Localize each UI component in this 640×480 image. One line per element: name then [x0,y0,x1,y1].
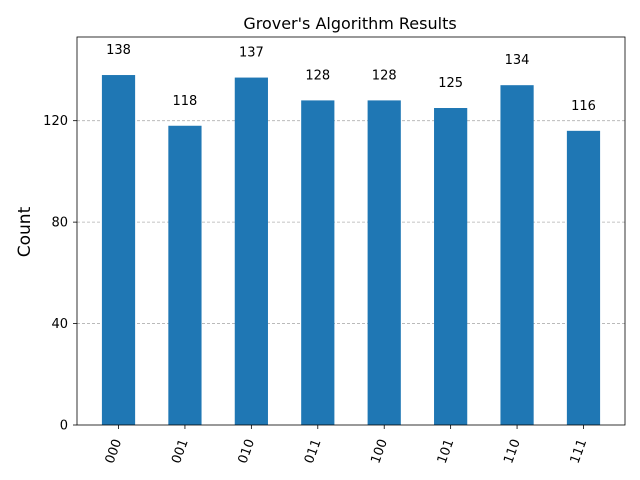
axes [73,36,626,429]
bar [434,108,468,426]
x-tick-label: 101 [435,437,458,465]
chart-title: Grover's Algorithm Results [243,14,456,33]
bar-value-label: 128 [305,68,330,83]
bar-value-label: 134 [505,53,530,68]
bar-value-label: 138 [106,43,131,58]
bar-value-label: 137 [239,46,264,61]
bar [367,100,401,426]
y-tick-label: 80 [51,216,68,231]
bar [168,125,202,425]
bar-value-label: 118 [173,94,198,109]
bar-value-labels: 138 118 137 128 128 125 134 116 [106,43,596,114]
x-tick-labels: 000 001 010 011 100 101 110 111 [103,437,591,465]
bar [301,100,335,426]
x-tick-label: 001 [169,437,192,465]
x-tick-label: 010 [236,437,259,465]
x-tick-label: 111 [568,437,591,465]
bar [101,75,136,425]
bar-value-label: 125 [438,76,463,91]
x-tick-label: 011 [302,437,325,465]
x-tick-label: 110 [501,437,524,465]
y-tick-label: 0 [60,419,68,434]
bar [566,130,601,425]
y-tick-label: 40 [51,317,68,332]
x-tick-label: 000 [103,437,126,465]
x-tick-label: 100 [368,437,391,465]
y-axis-label: Count [15,206,35,257]
grid-lines [77,120,625,324]
bar [234,77,268,425]
bar-value-label: 116 [571,99,596,114]
y-tick-label: 120 [43,114,68,129]
bar-value-label: 128 [372,68,397,83]
bars [101,75,601,426]
plot-frame [76,36,626,426]
y-tick-labels: 0 40 80 120 [43,114,68,433]
bar [500,85,534,425]
